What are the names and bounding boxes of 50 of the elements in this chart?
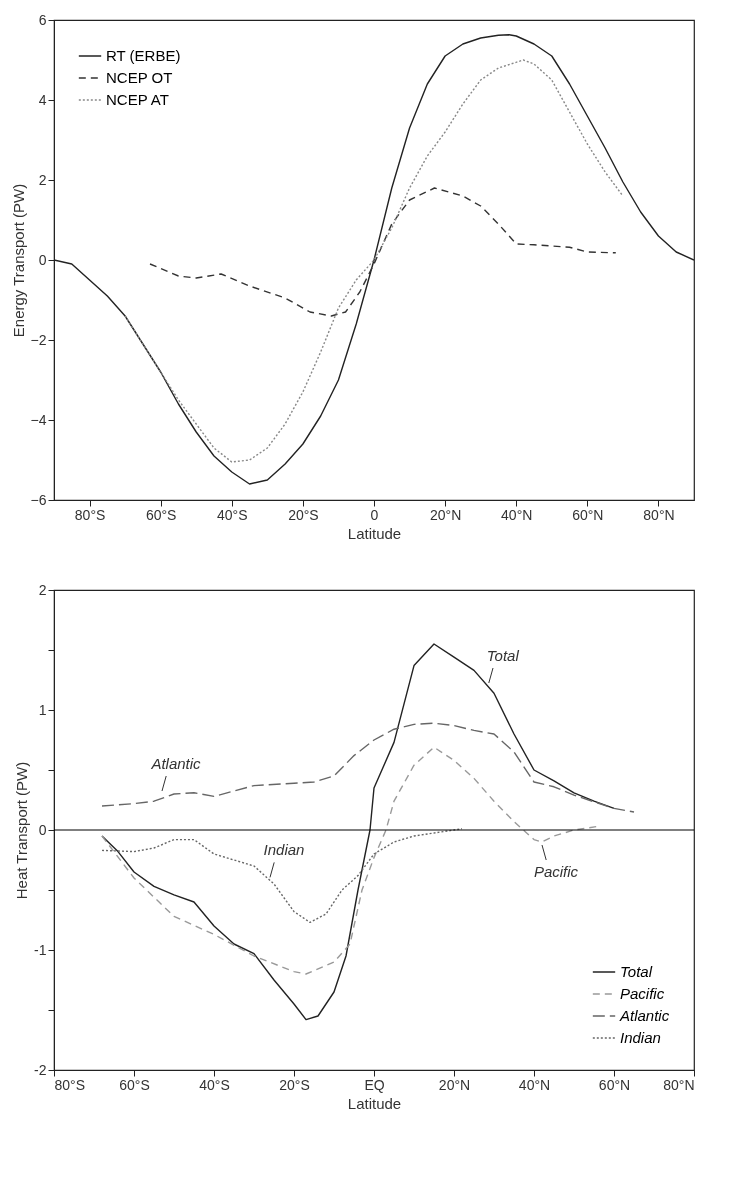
legend-label: Pacific	[620, 985, 665, 1002]
x-tick-label: 40°S	[217, 506, 248, 523]
annotation: Pacific	[533, 863, 579, 880]
annotation: Atlantic	[150, 755, 202, 772]
line-series	[101, 722, 635, 813]
y-tick-label: 2	[38, 171, 47, 188]
y-axis-title: Heat Transport (PW)	[13, 761, 31, 900]
x-tick-label: 60°S	[119, 1076, 150, 1093]
y-tick-label: 1	[38, 701, 47, 718]
line-series	[101, 643, 615, 1021]
legend-label: Indian	[620, 1029, 661, 1046]
annotation: Total	[486, 647, 520, 664]
y-tick-label: 0	[38, 251, 47, 268]
y-tick-label: −2	[30, 331, 47, 348]
y-tick-label: 4	[38, 91, 47, 108]
y-tick-label: -1	[34, 941, 47, 958]
legend-label: Total	[620, 963, 653, 980]
x-tick-label: 60°N	[598, 1076, 631, 1093]
y-tick-label: 0	[38, 821, 47, 838]
y-tick-label: -2	[34, 1061, 47, 1078]
y-tick-label: −4	[30, 411, 47, 428]
x-tick-label: 40°S	[199, 1076, 230, 1093]
x-tick-label: 80°N	[663, 1076, 695, 1093]
x-tick-label: 60°S	[145, 506, 177, 523]
x-tick-label: 40°N	[518, 1076, 551, 1093]
x-tick-label: 40°N	[501, 506, 533, 523]
x-tick-label: 20°S	[279, 1076, 310, 1093]
x-axis-title: Latitude	[347, 1094, 402, 1112]
x-tick-label: 0	[370, 506, 379, 523]
x-tick-label: 20°N	[429, 506, 462, 523]
x-axis-title: Latitude	[347, 524, 402, 542]
line-series	[101, 828, 463, 924]
x-tick-label: 80°S	[54, 1076, 86, 1093]
legend-label: RT (ERBE)	[106, 47, 181, 64]
annotation: Indian	[263, 841, 305, 859]
line-series	[101, 746, 599, 975]
x-tick-label: 80°S	[74, 506, 106, 523]
x-tick-label: 20°S	[288, 506, 319, 523]
x-tick-label: 20°N	[438, 1076, 471, 1093]
y-tick-label: 6	[38, 11, 47, 28]
legend-label: Atlantic	[619, 1007, 670, 1024]
line-series	[149, 187, 617, 317]
y-tick-label: 2	[38, 581, 47, 598]
x-tick-label: 60°N	[572, 506, 604, 523]
legend-label: NCEP OT	[106, 69, 173, 86]
legend-label: NCEP AT	[106, 91, 169, 108]
x-tick-label: EQ	[364, 1076, 385, 1093]
y-axis-title: Energy Transport (PW)	[9, 183, 27, 338]
x-tick-label: 80°N	[643, 506, 675, 523]
y-tick-label: −6	[30, 491, 47, 508]
